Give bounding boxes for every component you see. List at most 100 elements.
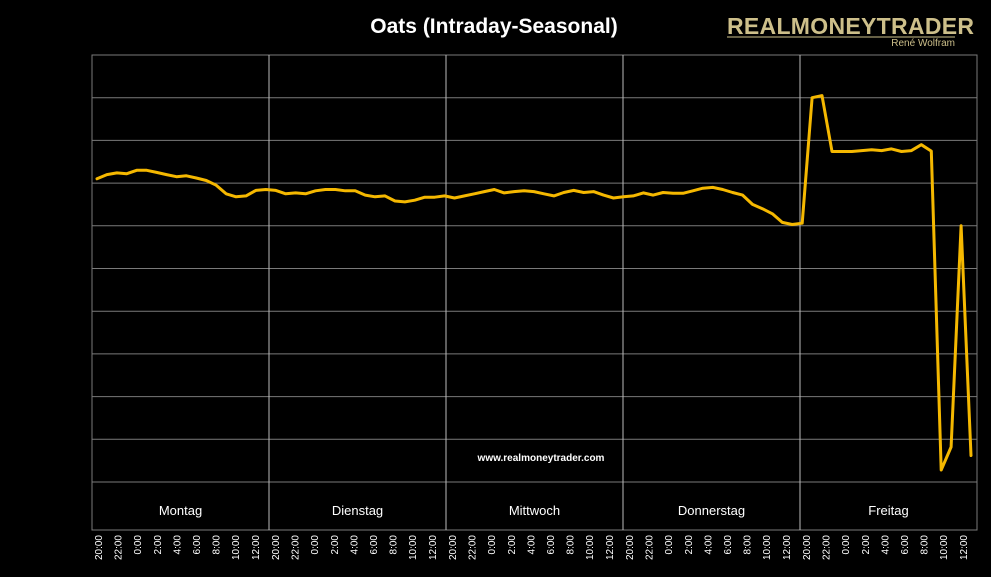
x-tick-label: 12:00	[251, 535, 262, 560]
data-point	[701, 187, 704, 190]
chart-title: Oats (Intraday-Seasonal)	[370, 15, 617, 38]
logo-text: REALMONEYTRADER	[727, 13, 974, 39]
x-tick-label: 4:00	[172, 535, 183, 555]
data-point	[125, 172, 128, 175]
data-point	[791, 223, 794, 226]
data-point	[652, 193, 655, 197]
data-point	[582, 191, 585, 194]
x-tick-label: 4:00	[349, 535, 360, 555]
day-label: Mittwoch	[509, 503, 560, 518]
data-point	[284, 192, 287, 195]
x-tick-label: 6:00	[723, 535, 734, 555]
data-point	[383, 194, 387, 198]
data-point	[274, 189, 277, 192]
gridlines	[92, 97, 977, 483]
x-tick-label: 12:00	[959, 535, 970, 560]
x-tick-label: 8:00	[389, 535, 400, 555]
data-point	[244, 194, 248, 198]
data-point	[632, 194, 635, 198]
data-point	[870, 148, 873, 151]
data-point	[175, 175, 178, 178]
x-tick-label: 4:00	[526, 535, 537, 555]
data-point	[691, 189, 695, 192]
x-tick-label: 20:00	[802, 535, 813, 560]
data-point	[155, 171, 158, 174]
data-point	[949, 445, 953, 449]
data-point	[403, 200, 407, 204]
data-point	[423, 196, 426, 199]
data-point	[850, 150, 853, 153]
data-point	[205, 179, 208, 182]
x-tick-label: 2:00	[861, 535, 872, 555]
x-tick-label: 8:00	[743, 535, 754, 555]
data-point	[741, 193, 744, 197]
data-point	[95, 177, 99, 180]
data-point	[433, 196, 436, 199]
x-tick-label: 6:00	[546, 535, 557, 555]
data-point	[751, 203, 754, 206]
x-tick-label: 0:00	[841, 535, 852, 555]
logo-author: René Wolfram	[891, 38, 955, 49]
data-point	[910, 149, 913, 152]
data-point	[344, 189, 347, 192]
data-point	[969, 454, 973, 457]
data-point	[721, 188, 724, 191]
data-point	[671, 192, 675, 195]
data-point	[354, 189, 357, 192]
data-point	[830, 150, 834, 153]
x-tick-label: 6:00	[369, 535, 380, 555]
x-tick-label: 22:00	[645, 535, 656, 560]
series-line-oats	[95, 94, 973, 472]
plot-frame	[91, 54, 978, 531]
data-point	[890, 147, 893, 151]
x-tick-label: 6:00	[192, 535, 203, 555]
x-tick-label: 20:00	[94, 535, 105, 560]
day-label: Donnerstag	[678, 503, 745, 518]
x-tick-label: 8:00	[566, 535, 577, 555]
x-tick-label: 22:00	[468, 535, 479, 560]
day-separators	[268, 55, 801, 530]
data-point	[959, 224, 963, 227]
data-point	[364, 193, 367, 197]
x-tick-label: 2:00	[330, 535, 341, 555]
data-point	[681, 192, 685, 195]
data-point	[254, 189, 258, 192]
data-point	[294, 191, 297, 195]
x-tick-label: 12:00	[428, 535, 439, 560]
day-label: Dienstag	[332, 503, 383, 518]
x-tick-label: 22:00	[291, 535, 302, 560]
data-point	[940, 468, 943, 472]
data-point	[135, 169, 138, 172]
data-point	[810, 96, 814, 99]
day-label: Freitag	[868, 503, 908, 518]
x-tick-label: 8:00	[920, 535, 931, 555]
data-point	[920, 143, 923, 146]
data-point	[115, 171, 119, 175]
logo: REALMONEYTRADER René Wolfram	[727, 13, 974, 49]
day-label: Montag	[159, 503, 202, 518]
data-point	[801, 222, 804, 225]
x-tick-label: 10:00	[762, 535, 773, 560]
data-point	[453, 196, 456, 200]
x-tick-label: 4:00	[880, 535, 891, 555]
x-tick-label: 12:00	[782, 535, 793, 560]
data-point	[105, 173, 109, 176]
data-point	[324, 188, 327, 191]
data-point	[483, 190, 486, 193]
data-point	[612, 196, 615, 200]
data-point	[473, 192, 476, 195]
series-points	[95, 94, 973, 472]
data-point	[512, 190, 516, 193]
data-point	[622, 195, 625, 198]
data-point	[503, 191, 506, 195]
data-point	[522, 189, 526, 192]
x-tick-label: 2:00	[153, 535, 164, 555]
data-point	[820, 94, 824, 97]
day-labels: Montag Dienstag Mittwoch Donnerstag Freitag	[159, 503, 909, 518]
data-point	[840, 150, 844, 153]
data-point	[314, 189, 317, 192]
x-tick-label: 2:00	[684, 535, 695, 555]
data-point	[463, 194, 466, 198]
data-point	[413, 199, 416, 202]
